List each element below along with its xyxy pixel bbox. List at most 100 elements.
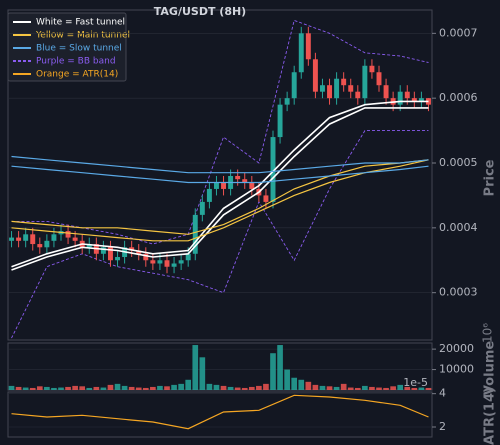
bb-line: [11, 130, 429, 339]
candle-body: [30, 234, 36, 245]
candle-body: [291, 72, 297, 99]
legend-label: Purple = BB band: [36, 57, 116, 67]
volume-bar: [248, 386, 255, 390]
candle-body: [270, 137, 276, 202]
legend-box: [7, 12, 127, 82]
candle-body: [9, 237, 15, 241]
candle-body: [305, 33, 311, 60]
volume-bar: [354, 387, 361, 390]
volume-bar: [220, 385, 227, 390]
candle-body: [107, 247, 113, 261]
legend-label: Orange = ATR(14): [36, 70, 118, 80]
volume-bar: [199, 357, 206, 390]
candle-body: [263, 195, 269, 202]
candle-body: [143, 253, 149, 261]
volume-bar: [404, 386, 411, 390]
candle-body: [51, 234, 57, 241]
tunnel-line: [11, 100, 429, 268]
candle-body: [284, 98, 290, 105]
legend: White = Fast tunnel Yellow = Main tunnel B…: [7, 12, 130, 82]
volume-bar: [44, 386, 50, 390]
candle-body: [171, 263, 177, 267]
volume-panel: [7, 342, 433, 391]
y-axis-label: Price: [483, 159, 498, 196]
candle-body: [277, 104, 283, 138]
volume-bar: [256, 385, 262, 390]
volume-bar: [411, 387, 418, 390]
candle-body: [249, 182, 255, 189]
volume-bar: [383, 387, 389, 390]
volume-bar: [185, 379, 192, 390]
volume-bar: [192, 345, 199, 390]
offset-label: 10⁶: [481, 323, 495, 343]
volume-bar: [284, 369, 290, 390]
volume-bar: [29, 387, 36, 390]
volume-bar: [206, 383, 213, 390]
candle-body: [418, 98, 424, 102]
volume-bar: [333, 386, 340, 390]
candle-body: [199, 201, 205, 215]
volume-bar: [150, 386, 156, 390]
tunnel-line: [11, 159, 429, 235]
candle-body: [150, 260, 156, 264]
candle-body: [86, 244, 92, 248]
volume-bar: [135, 387, 142, 390]
volume-bar: [79, 386, 86, 390]
volume-bar: [213, 384, 220, 390]
candle-body: [72, 237, 78, 241]
atr-axis-label: ATR(14): [483, 387, 498, 445]
candle-body: [312, 59, 318, 92]
volume-axis-label: Volume: [483, 341, 498, 396]
candle-body: [397, 91, 403, 105]
candle-body: [242, 179, 248, 183]
volume-bar: [263, 383, 269, 390]
legend-label: Blue = Slow tunnel: [36, 44, 122, 54]
volume-bar: [121, 385, 128, 390]
y-tick-label: 0.0007: [439, 26, 478, 39]
volume-bar: [305, 381, 312, 390]
candle-body: [178, 260, 184, 264]
y-tick-label: 10000: [439, 363, 474, 376]
candle-body: [341, 78, 347, 86]
candle-body: [327, 85, 333, 99]
volume-bar: [58, 387, 64, 390]
atr-line: [11, 394, 429, 430]
candle-body: [206, 188, 212, 202]
volume-bar: [86, 387, 93, 390]
tunnel-line: [11, 155, 429, 174]
volume-bar: [241, 387, 248, 390]
candle-body: [319, 85, 325, 92]
volume-bar: [171, 384, 177, 390]
candle-body: [16, 237, 22, 241]
volume-bar: [347, 387, 354, 390]
volume-bar: [51, 387, 57, 390]
volume-bar: [65, 386, 71, 390]
volume-bar: [270, 353, 276, 390]
y-tick-label: 2: [439, 420, 446, 433]
y-tick-label: 4: [439, 387, 446, 400]
price-panel: [7, 9, 433, 341]
volume-bar: [22, 387, 29, 390]
volume-bar: [319, 385, 326, 390]
volume-bar: [277, 345, 283, 390]
volume-bar: [15, 386, 22, 390]
candle-body: [100, 247, 106, 254]
volume-bar: [376, 387, 382, 390]
atr-panel: [7, 391, 433, 438]
candle-body: [129, 247, 135, 251]
candle-body: [65, 231, 71, 238]
candle-body: [334, 78, 340, 99]
volume-bar: [312, 384, 319, 390]
volume-bar: [164, 386, 170, 390]
volume-bar: [128, 386, 135, 390]
candle-body: [362, 65, 368, 99]
candle-body: [157, 260, 163, 264]
y-tick-label: 0.0004: [439, 221, 478, 234]
volume-bar: [93, 386, 100, 390]
y-tick-label: 0.0003: [439, 286, 478, 299]
volume-bar: [340, 383, 347, 390]
volume-bar: [36, 386, 43, 390]
volume-bar: [227, 386, 234, 390]
candle-body: [185, 253, 191, 261]
